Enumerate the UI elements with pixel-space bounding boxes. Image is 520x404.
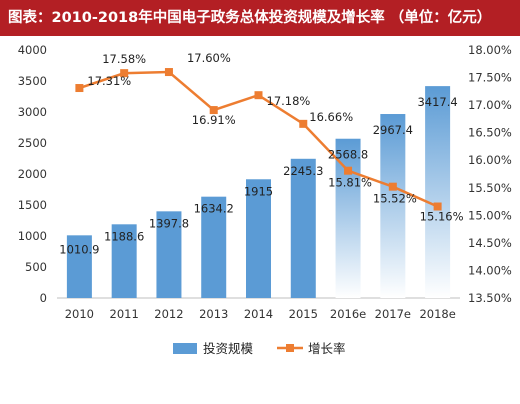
left-tick-label: 1000 <box>18 229 47 243</box>
right-tick-label: 14.00% <box>468 263 512 277</box>
left-tick-label: 1500 <box>18 198 47 212</box>
bar <box>380 114 406 298</box>
line-point <box>433 202 442 211</box>
line-data-label: 17.18% <box>267 94 311 108</box>
line-point <box>344 166 353 175</box>
left-tick-label: 2500 <box>18 136 47 150</box>
bar-data-labels: 1010.9 1188.6 1397.8 1634.2 1915 2245.3 2568.8… <box>59 95 457 256</box>
legend-label-bar: 投资规模 <box>203 341 254 356</box>
chart-title: 图表：2010-2018年中国电子政务总体投资规模及增长率 （单位：亿元） <box>0 0 520 36</box>
legend-swatch-marker <box>286 344 294 352</box>
bar <box>111 224 137 298</box>
line-data-label: 16.91% <box>192 113 236 127</box>
bar-series <box>66 86 451 298</box>
legend: 投资规模 增长率 <box>173 341 346 356</box>
x-tick-label: 2017e <box>375 307 411 321</box>
bar-data-label: 1634.2 <box>194 202 234 216</box>
right-axis: 13.50% 14.00% 14.50% 15.00% 15.50% 16.00% 16.5… <box>468 43 512 305</box>
left-tick-label: 3500 <box>18 74 47 88</box>
line-data-label: 17.58% <box>102 52 146 66</box>
bar <box>425 86 451 298</box>
line-data-label: 17.31% <box>87 74 131 88</box>
right-tick-label: 17.50% <box>468 71 512 85</box>
line-data-label: 15.52% <box>373 192 417 206</box>
bar <box>246 179 271 298</box>
right-tick-label: 13.50% <box>468 291 512 305</box>
x-tick-label: 2011 <box>110 307 139 321</box>
x-tick-label: 2015 <box>289 307 318 321</box>
bar-data-label: 1915 <box>244 184 273 198</box>
bar <box>156 211 182 298</box>
right-tick-label: 17.00% <box>468 98 512 112</box>
left-tick-label: 4000 <box>18 43 47 57</box>
bar-data-label: 1397.8 <box>149 216 189 230</box>
bar-data-label: 2245.3 <box>283 164 323 178</box>
line-point <box>388 182 397 191</box>
right-tick-label: 16.00% <box>468 153 512 167</box>
left-tick-label: 500 <box>25 260 47 274</box>
bar <box>66 235 92 298</box>
x-tick-label: 2012 <box>154 307 183 321</box>
line-data-label: 15.16% <box>420 210 464 224</box>
left-axis: 0 500 1000 1500 2000 2500 3000 3500 4000 <box>18 43 47 305</box>
bar <box>290 158 316 298</box>
bar <box>335 138 361 298</box>
bar-data-label: 2568.8 <box>328 148 368 162</box>
line-data-label: 15.81% <box>328 176 372 190</box>
line-series <box>75 68 442 211</box>
right-tick-label: 18.00% <box>468 43 512 57</box>
x-axis: 2010 2011 2012 2013 2014 2015 2016e 2017e 2018e <box>65 307 456 321</box>
right-tick-label: 14.50% <box>468 236 512 250</box>
left-tick-label: 3000 <box>18 105 47 119</box>
line-point <box>254 91 263 100</box>
line-point <box>299 119 308 128</box>
x-tick-label: 2018e <box>419 307 455 321</box>
legend-label-line: 增长率 <box>308 341 346 356</box>
line-data-labels: 17.31% 17.58% 17.60% 16.91% 17.18% 16.66% 15.8… <box>87 51 463 223</box>
x-tick-label: 2014 <box>244 307 273 321</box>
x-tick-label: 2013 <box>199 307 228 321</box>
left-tick-label: 0 <box>40 291 47 305</box>
line-point <box>120 69 129 78</box>
bar <box>201 196 227 298</box>
line-data-label: 17.60% <box>187 51 231 65</box>
bar-data-label: 1010.9 <box>59 242 99 256</box>
bar-data-label: 3417.4 <box>417 95 457 109</box>
x-tick-label: 2010 <box>65 307 94 321</box>
line-point <box>209 106 218 115</box>
right-tick-label: 15.00% <box>468 208 512 222</box>
bar-data-label: 2967.4 <box>373 123 413 137</box>
line-point <box>75 84 84 93</box>
left-tick-label: 2000 <box>18 167 47 181</box>
right-tick-label: 16.50% <box>468 126 512 140</box>
bar-data-label: 1188.6 <box>104 229 144 243</box>
right-tick-label: 15.50% <box>468 181 512 195</box>
line-data-label: 16.66% <box>309 110 353 124</box>
legend-swatch-bar <box>173 343 197 354</box>
x-tick-label: 2016e <box>330 307 366 321</box>
line-point <box>164 68 173 77</box>
